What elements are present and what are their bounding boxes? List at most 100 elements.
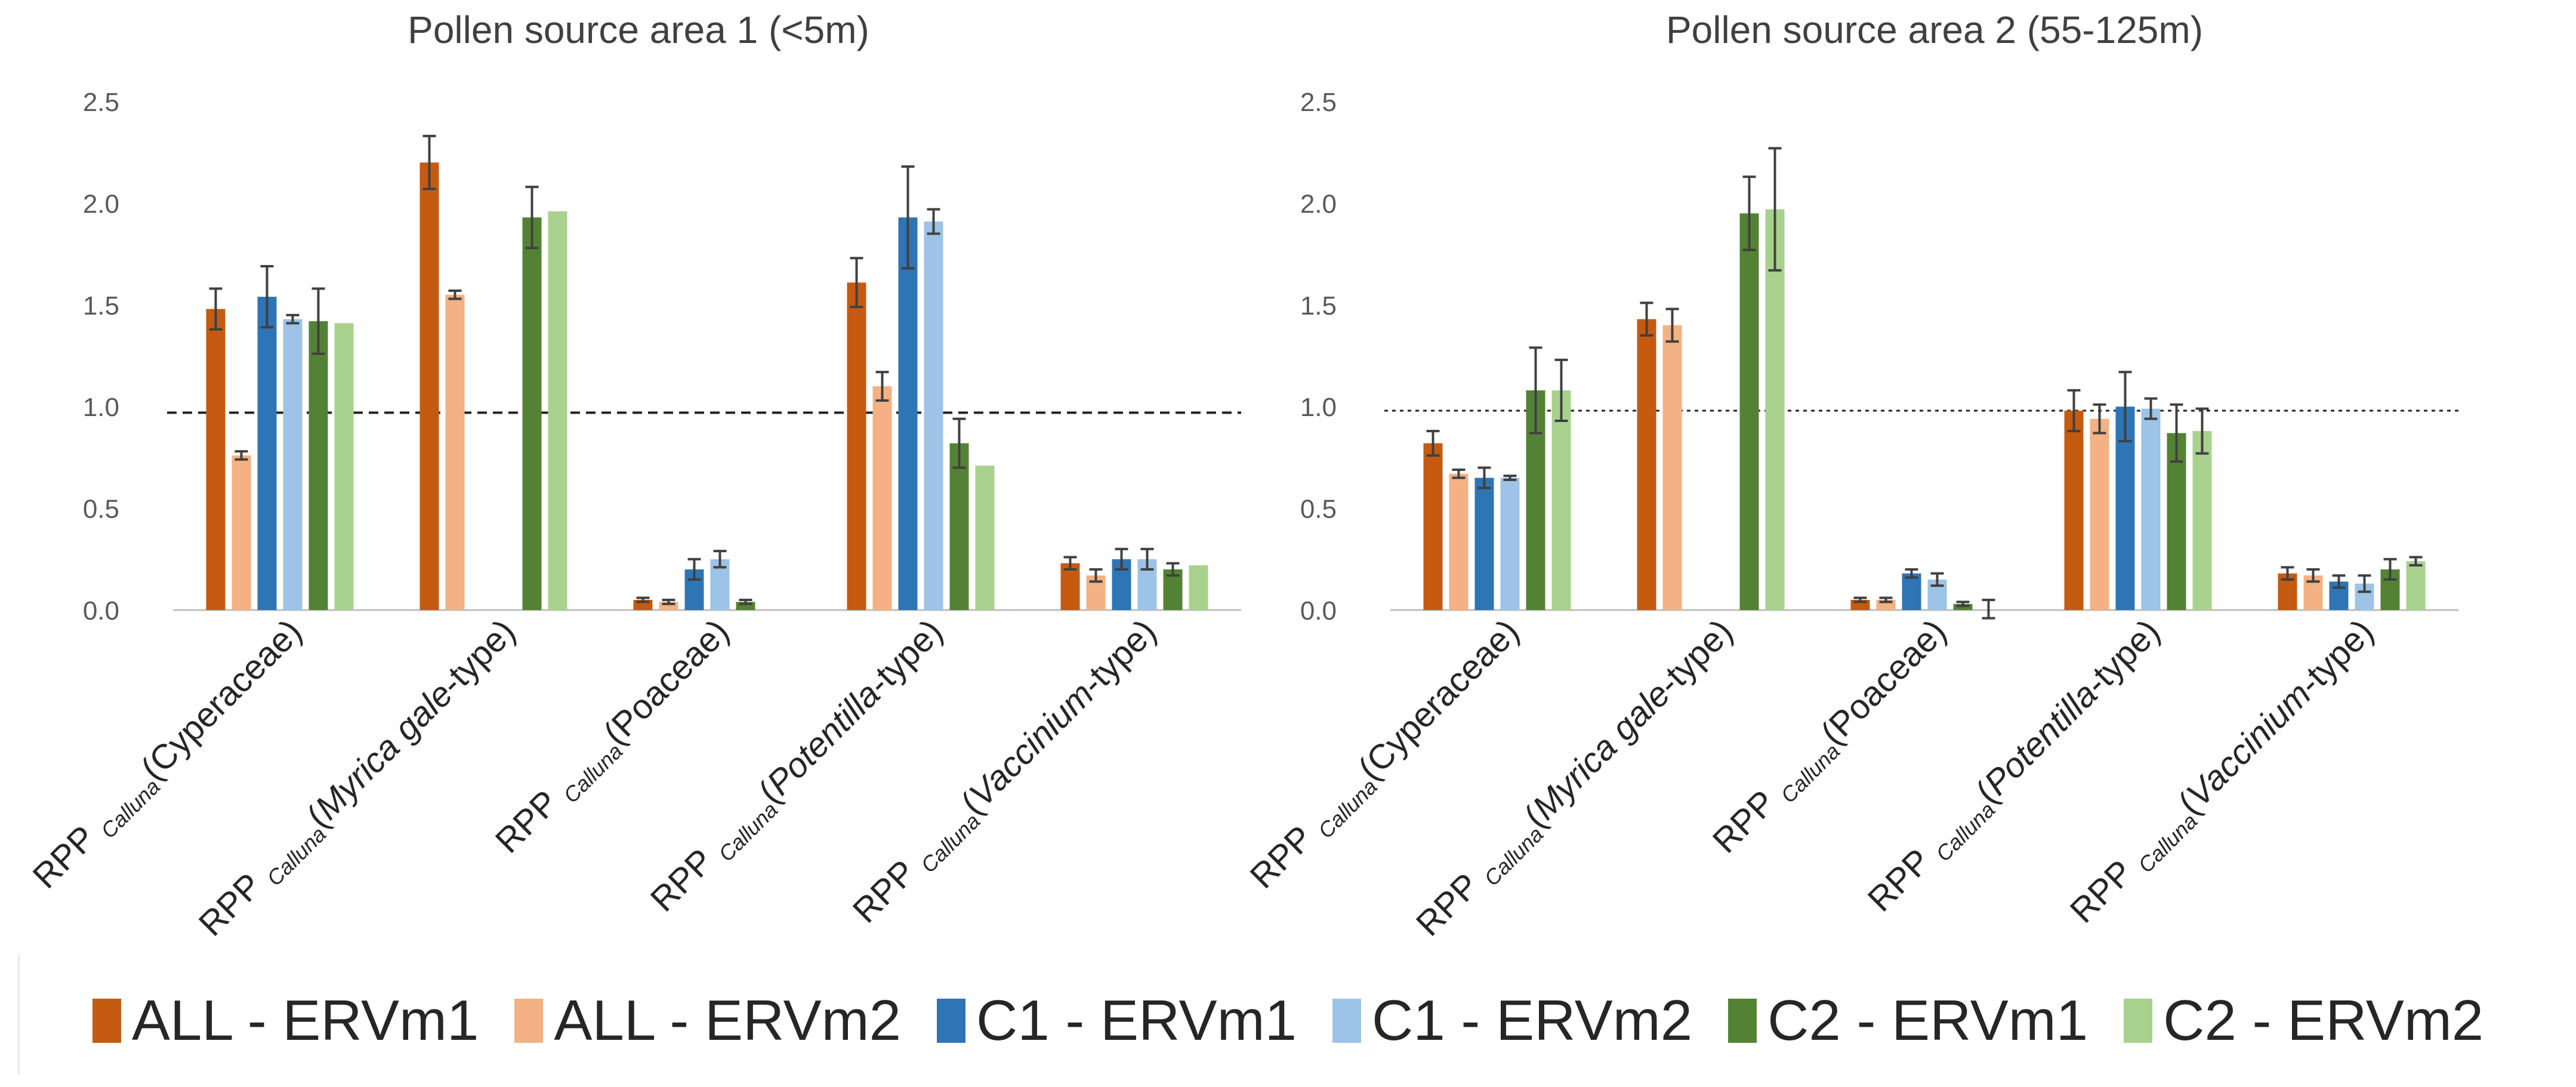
bar: [232, 455, 251, 610]
bar: [1551, 390, 1571, 610]
bar: [419, 162, 439, 610]
bar: [308, 321, 328, 610]
legend-swatch: [1332, 999, 1362, 1043]
category-label-italic: Vaccinium: [2179, 675, 2319, 814]
bar: [1637, 319, 1656, 610]
bar: [949, 443, 969, 610]
legend-item-c1-ervm2: C1 - ERVm2: [1332, 988, 1692, 1054]
category-label-subscript: Calluna: [96, 774, 165, 843]
category-label-text: Poaceae): [604, 612, 737, 744]
chart-title: Pollen source area 2 (55-125m): [1666, 8, 2203, 51]
category-label: RPP Calluna(Cyperaceae): [25, 612, 313, 900]
category-label-subscript: Calluna: [714, 797, 782, 866]
legend-label: C1 - ERVm2: [1372, 989, 1693, 1052]
category-label-italic: Potentilla: [760, 675, 888, 803]
legend-item-all-ervm1: ALL - ERVm1: [92, 988, 479, 1054]
category-label-text: Poaceae): [1822, 612, 1954, 744]
category-label-text: -type): [2077, 612, 2167, 702]
category-label-text: Cyperaceae): [1359, 612, 1526, 780]
bar: [975, 466, 995, 610]
legend-label: ALL - ERVm2: [554, 989, 901, 1052]
category-label-subscript: Calluna: [1313, 774, 1382, 843]
legend-item-c1-ervm1: C1 - ERVm1: [936, 988, 1297, 1054]
category-label: RPP Calluna(Poaceae): [1705, 612, 1958, 864]
category-label-subscript: Calluna: [1776, 739, 1844, 808]
legend: ALL - ERVm1 ALL - ERVm2 C1 - ERVm1 C1 - …: [0, 985, 2576, 1057]
bar: [1902, 573, 1921, 610]
y-tick-label: 2.0: [1300, 189, 1337, 218]
bar: [1474, 478, 1494, 610]
bar: [2192, 431, 2212, 610]
bar: [1449, 473, 1469, 610]
legend-swatch: [2124, 999, 2153, 1043]
y-tick-label: 0.5: [83, 495, 119, 524]
bar: [334, 323, 354, 610]
chart-panel-2: Pollen source area 2 (55-125m) 0.0 0.5 1.0 1…: [1242, 8, 2458, 944]
y-tick-label: 0.0: [1300, 596, 1337, 626]
category-label-text: -type): [860, 612, 950, 702]
y-tick-label: 1.0: [1300, 393, 1337, 422]
bar: [283, 319, 303, 610]
legend-label: C2 - ERVm1: [1767, 989, 2088, 1052]
category-label-italic: Myrica gale: [308, 675, 461, 827]
bar: [2090, 418, 2109, 610]
y-tick-label: 2.5: [1300, 88, 1337, 117]
category-label-italic: Potentilla: [1977, 675, 2105, 803]
bar: [2064, 411, 2084, 610]
bar: [872, 386, 892, 610]
bar: [522, 217, 542, 611]
legend-swatch: [1728, 999, 1757, 1043]
category-label-text: -type): [1650, 612, 1740, 702]
chart-title: Pollen source area 1 (<5m): [408, 8, 869, 51]
legend-swatch: [514, 999, 544, 1043]
legend-label: C1 - ERVm1: [976, 989, 1297, 1052]
category-label-subscript: Calluna: [262, 822, 331, 891]
y-tick-label: 2.5: [83, 88, 119, 117]
y-tick-label: 1.0: [83, 393, 119, 422]
bar: [206, 309, 226, 610]
legend-label: ALL - ERVm1: [131, 989, 479, 1052]
legend-item-all-ervm2: ALL - ERVm2: [514, 988, 901, 1054]
legend-swatch: [92, 999, 121, 1043]
chart-panel-1: Pollen source area 1 (<5m) 0.0 0.5 1.0 1.5 2.…: [25, 8, 1241, 944]
y-tick-label: 2.0: [83, 189, 119, 218]
category-label-text: -type): [433, 612, 523, 702]
bar: [1189, 565, 1208, 610]
category-label-subscript: Calluna: [2133, 809, 2202, 877]
y-tick-label: 1.5: [1300, 291, 1337, 321]
category-label-italic: Myrica gale: [1525, 675, 1678, 827]
category-label-text: -type): [2291, 612, 2381, 702]
category-label-text: -type): [1073, 612, 1164, 702]
category-label: RPP Calluna(Poaceae): [488, 612, 741, 864]
bar: [257, 297, 277, 611]
y-tick-label: 1.5: [83, 291, 119, 321]
category-label-subscript: Calluna: [1931, 797, 2000, 866]
bar: [2141, 408, 2161, 610]
legend-swatch: [936, 999, 965, 1043]
category-label-subscript: Calluna: [559, 739, 627, 808]
legend-item-c2-ervm2: C2 - ERVm2: [2124, 988, 2484, 1054]
bar: [1060, 563, 1080, 610]
bar: [1765, 209, 1785, 610]
category-label-text: Cyperaceae): [141, 612, 309, 780]
bar: [1662, 325, 1682, 610]
category-label-italic: Vaccinium: [962, 675, 1102, 814]
bar: [1423, 443, 1443, 610]
bar: [2406, 561, 2426, 610]
y-tick-label: 0.5: [1300, 495, 1337, 524]
category-label-subscript: Calluna: [1479, 822, 1548, 891]
y-tick-label: 0.0: [83, 596, 119, 626]
legend-item-c2-ervm1: C2 - ERVm1: [1728, 988, 2088, 1054]
bar: [1500, 478, 1520, 610]
bar: [1739, 213, 1759, 610]
legend-label: C2 - ERVm2: [2163, 989, 2484, 1052]
bar: [548, 211, 567, 611]
bar: [847, 282, 866, 610]
bar: [898, 217, 918, 611]
legend-divider: [18, 955, 20, 1074]
bar: [445, 294, 465, 610]
bar: [924, 221, 943, 610]
category-label-subscript: Calluna: [916, 809, 985, 877]
category-label: RPP Calluna(Cyperaceae): [1242, 612, 1530, 900]
